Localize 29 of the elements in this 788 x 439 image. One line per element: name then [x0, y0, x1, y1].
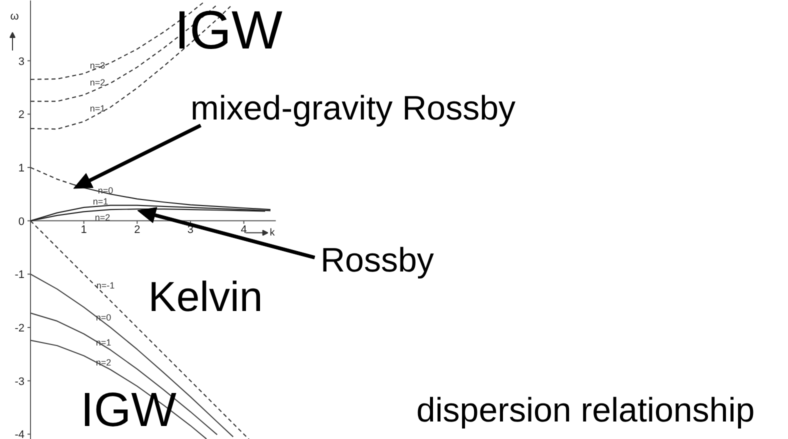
x-tick-label: 1	[80, 224, 87, 236]
annotation: n=-1	[96, 280, 115, 290]
annotation: n=1	[92, 196, 108, 206]
annotation: n=0	[98, 186, 114, 196]
x-axis-title: k	[270, 227, 276, 238]
y-tick-label: 0	[18, 216, 25, 228]
annotation: IGW	[174, 0, 283, 60]
y-tick-label: -3	[14, 376, 24, 388]
annotation: n=2	[90, 78, 106, 88]
x-tick-label: 2	[134, 224, 140, 236]
text: Rossby	[320, 242, 434, 280]
annotation: n=1	[96, 338, 112, 348]
y-tick-label: -2	[14, 322, 24, 334]
annotation: Kelvin	[148, 273, 263, 320]
x-tick-label: 4	[240, 224, 247, 236]
y-tick-label: 2	[18, 109, 25, 122]
y-tick-label: -4	[14, 429, 24, 439]
annotation: n=2	[96, 358, 112, 368]
annotation: n=3	[90, 60, 106, 70]
annotation: n=1	[90, 104, 106, 114]
y-tick-label: -1	[14, 269, 24, 282]
annotation: n=2	[94, 212, 110, 222]
annotation: IGW	[80, 384, 178, 437]
text: dispersion relationship	[416, 392, 755, 430]
y-tick-label: 3	[18, 56, 25, 68]
y-tick-label: 1	[18, 162, 25, 174]
annotation: mixed-gravity Rossby	[190, 90, 516, 128]
y-axis-title: ω	[10, 10, 20, 22]
annotation: n=0	[96, 312, 112, 322]
